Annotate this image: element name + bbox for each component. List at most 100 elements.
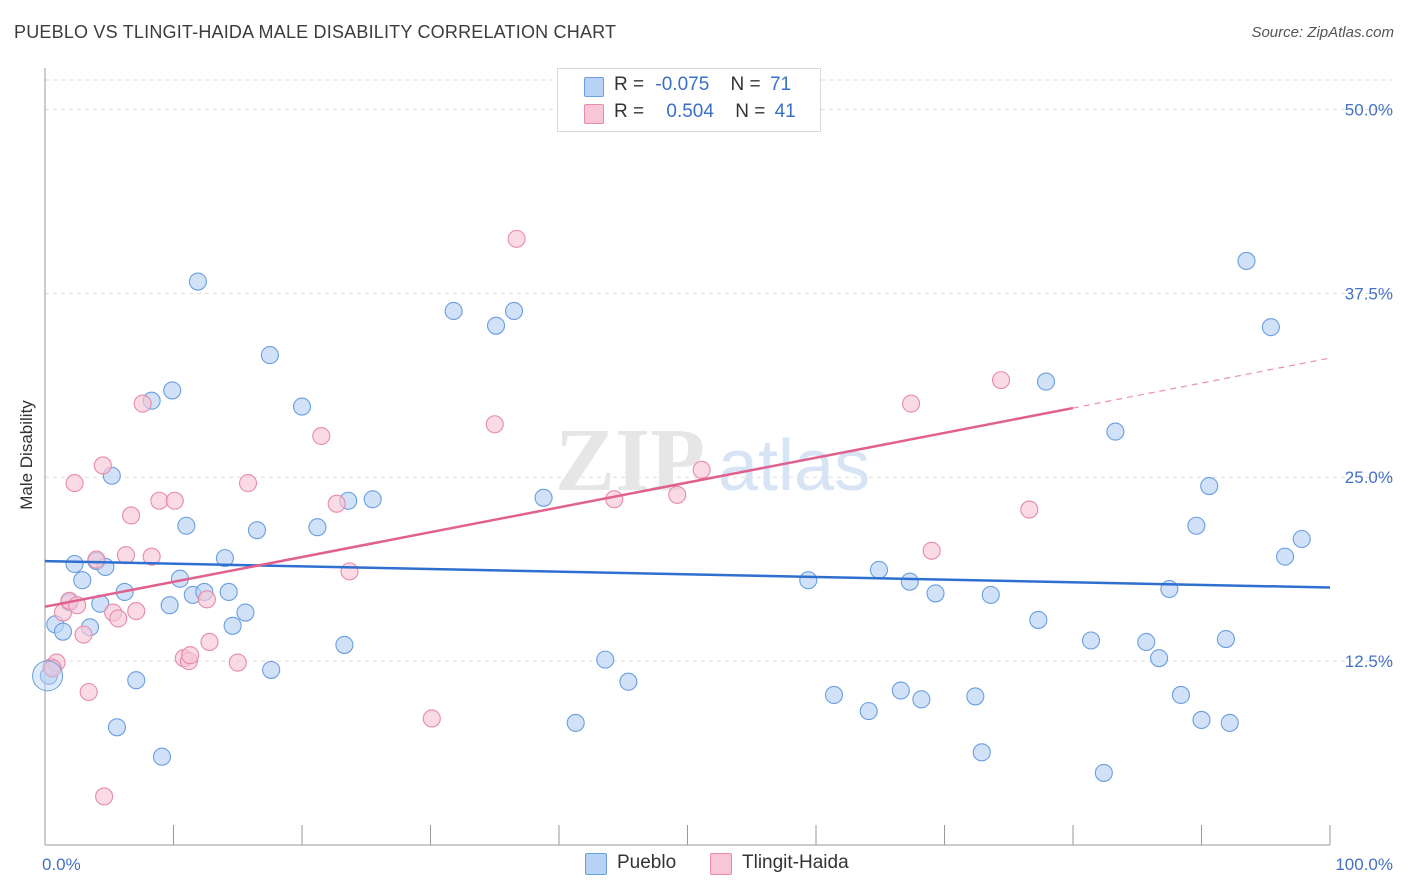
tlingit-point	[79, 682, 98, 702]
pueblo-point	[335, 635, 354, 654]
pueblo-point	[859, 702, 878, 721]
tlingit-swatch	[584, 104, 604, 124]
tlingit-point	[87, 550, 106, 569]
legend-pueblo-n: 71	[769, 74, 792, 95]
pueblo-point	[308, 518, 327, 537]
pueblo-point	[1171, 685, 1190, 704]
legend-r-label: R =	[614, 101, 645, 122]
pueblo-point	[152, 747, 171, 766]
legend-r-label: R =	[614, 74, 645, 95]
pueblo-point	[504, 301, 524, 321]
pueblo-point	[972, 743, 991, 762]
pueblo-point	[219, 582, 238, 602]
pueblo-point	[1216, 629, 1235, 649]
pueblo-point	[981, 585, 1000, 604]
tlingit-point	[197, 590, 216, 609]
y-tick-label: 25.0%	[1345, 468, 1393, 487]
tlingit-point	[991, 371, 1011, 390]
pueblo-point	[107, 718, 127, 737]
tlingit-point	[65, 474, 84, 493]
legend-n-label: N =	[735, 101, 766, 122]
pueblo-point	[486, 316, 506, 335]
legend-box: R = -0.075 N = 71 R = 0.504 N = 41	[557, 68, 821, 132]
pueblo-point	[619, 672, 638, 691]
pueblo-point	[912, 690, 931, 709]
tlingit-point	[150, 491, 169, 510]
pueblo-point	[188, 272, 207, 291]
pueblo-point	[444, 301, 463, 321]
pueblo-swatch	[584, 77, 604, 97]
pueblo-point	[1137, 632, 1156, 652]
pueblo-point	[236, 603, 255, 622]
y-tick-label: 50.0%	[1345, 100, 1393, 119]
watermark: ZIP atlas	[555, 411, 870, 510]
tlingit-point	[312, 426, 331, 446]
pueblo-point	[292, 397, 312, 416]
tlingit-point	[74, 625, 93, 644]
pueblo-point	[262, 660, 281, 679]
pueblo-point	[869, 560, 889, 579]
chart-title: PUEBLO VS TLINGIT-HAIDA MALE DISABILITY …	[14, 22, 617, 42]
tlingit-point	[95, 787, 114, 806]
pueblo-point	[32, 660, 64, 692]
pueblo-point	[1275, 547, 1295, 566]
pueblo-point	[247, 521, 267, 540]
pueblo-point	[53, 622, 73, 641]
tlingit-point	[142, 547, 161, 566]
pueblo-point	[1081, 631, 1101, 650]
pueblo-point	[73, 571, 92, 590]
tlingit-point	[116, 546, 136, 565]
pueblo-point	[1237, 251, 1256, 271]
pueblo-point	[799, 571, 818, 590]
tlingit-point	[668, 485, 687, 504]
tlingit-point	[93, 456, 112, 475]
pueblo-point	[1187, 516, 1206, 535]
pueblo-point	[824, 685, 844, 704]
axes	[44, 68, 1331, 846]
tlingit-point	[485, 415, 504, 434]
tlingit-point	[922, 541, 941, 560]
tlingit-trend-extension	[1072, 357, 1331, 409]
pueblo-point	[966, 687, 985, 706]
pueblo-point	[1192, 710, 1211, 730]
pueblo-point	[223, 616, 242, 635]
tlingit-trend-line	[44, 406, 1074, 608]
pueblo-point	[1150, 649, 1169, 668]
tlingit-point	[327, 494, 346, 513]
tlingit-point	[902, 394, 921, 413]
legend-tlingit-name: Tlingit-Haida	[742, 852, 849, 873]
tlingit-point	[507, 229, 526, 248]
pueblo-point	[1106, 422, 1125, 441]
pueblo-point	[1036, 372, 1056, 391]
tlingit-point	[200, 632, 219, 652]
pueblo-point	[363, 490, 382, 509]
pueblo-point	[1029, 610, 1048, 629]
pueblo-point	[534, 488, 553, 507]
tlingit-point	[165, 491, 184, 510]
pueblo-point	[1094, 763, 1113, 782]
tlingit-point	[1020, 500, 1039, 519]
pueblo-point	[65, 554, 84, 574]
tick-labels: 12.5% 25.0% 37.5% 50.0% 0.0% 100.0%	[42, 100, 1393, 874]
pueblo-point	[566, 713, 585, 732]
pueblo-point	[127, 671, 146, 690]
x-tick-label: 0.0%	[42, 855, 81, 874]
legend-tlingit-r: 0.504	[666, 101, 714, 122]
y-tick-label: 12.5%	[1345, 652, 1393, 671]
pueblo-trend-line	[44, 559, 1331, 589]
pueblo-point	[900, 572, 919, 591]
tlingit-point	[127, 602, 146, 621]
data-points	[32, 229, 1311, 806]
pueblo-point	[1261, 318, 1280, 337]
tlingit-point	[422, 709, 441, 728]
tlingit-point	[122, 506, 141, 525]
pueblo-point	[160, 596, 179, 615]
trend-lines	[44, 357, 1331, 608]
pueblo-point	[926, 584, 945, 603]
y-tick-label: 37.5%	[1345, 284, 1393, 303]
pueblo-point	[1292, 529, 1311, 549]
pueblo-point	[163, 381, 182, 400]
tlingit-point	[238, 474, 258, 493]
tlingit-point	[228, 653, 247, 672]
